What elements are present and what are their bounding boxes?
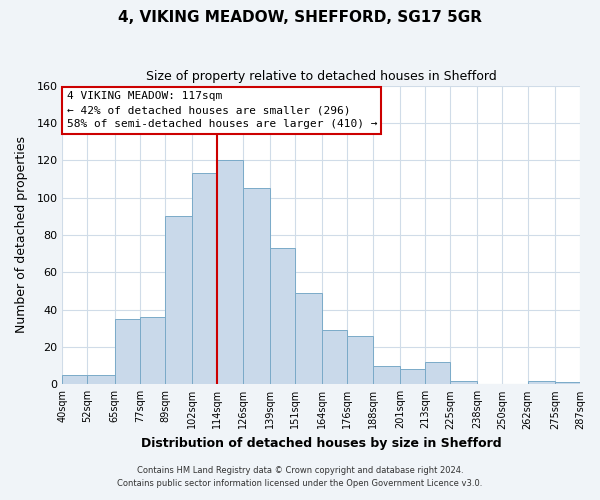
Bar	[295, 293, 322, 384]
Bar	[373, 366, 400, 384]
Bar	[242, 188, 270, 384]
Y-axis label: Number of detached properties: Number of detached properties	[15, 136, 28, 334]
Bar	[347, 336, 373, 384]
Text: 4 VIKING MEADOW: 117sqm
← 42% of detached houses are smaller (296)
58% of semi-d: 4 VIKING MEADOW: 117sqm ← 42% of detache…	[67, 91, 377, 129]
Bar	[322, 330, 347, 384]
Text: Contains HM Land Registry data © Crown copyright and database right 2024.
Contai: Contains HM Land Registry data © Crown c…	[118, 466, 482, 487]
Bar	[555, 382, 580, 384]
Bar	[62, 375, 88, 384]
Bar	[165, 216, 192, 384]
Bar	[450, 380, 478, 384]
Bar	[425, 362, 450, 384]
Bar	[270, 248, 295, 384]
Bar	[192, 174, 217, 384]
Bar	[400, 370, 425, 384]
Bar	[140, 317, 165, 384]
Title: Size of property relative to detached houses in Shefford: Size of property relative to detached ho…	[146, 70, 497, 83]
Bar	[115, 319, 140, 384]
Bar	[217, 160, 242, 384]
Bar	[88, 375, 115, 384]
Text: 4, VIKING MEADOW, SHEFFORD, SG17 5GR: 4, VIKING MEADOW, SHEFFORD, SG17 5GR	[118, 10, 482, 25]
X-axis label: Distribution of detached houses by size in Shefford: Distribution of detached houses by size …	[141, 437, 502, 450]
Bar	[527, 380, 555, 384]
